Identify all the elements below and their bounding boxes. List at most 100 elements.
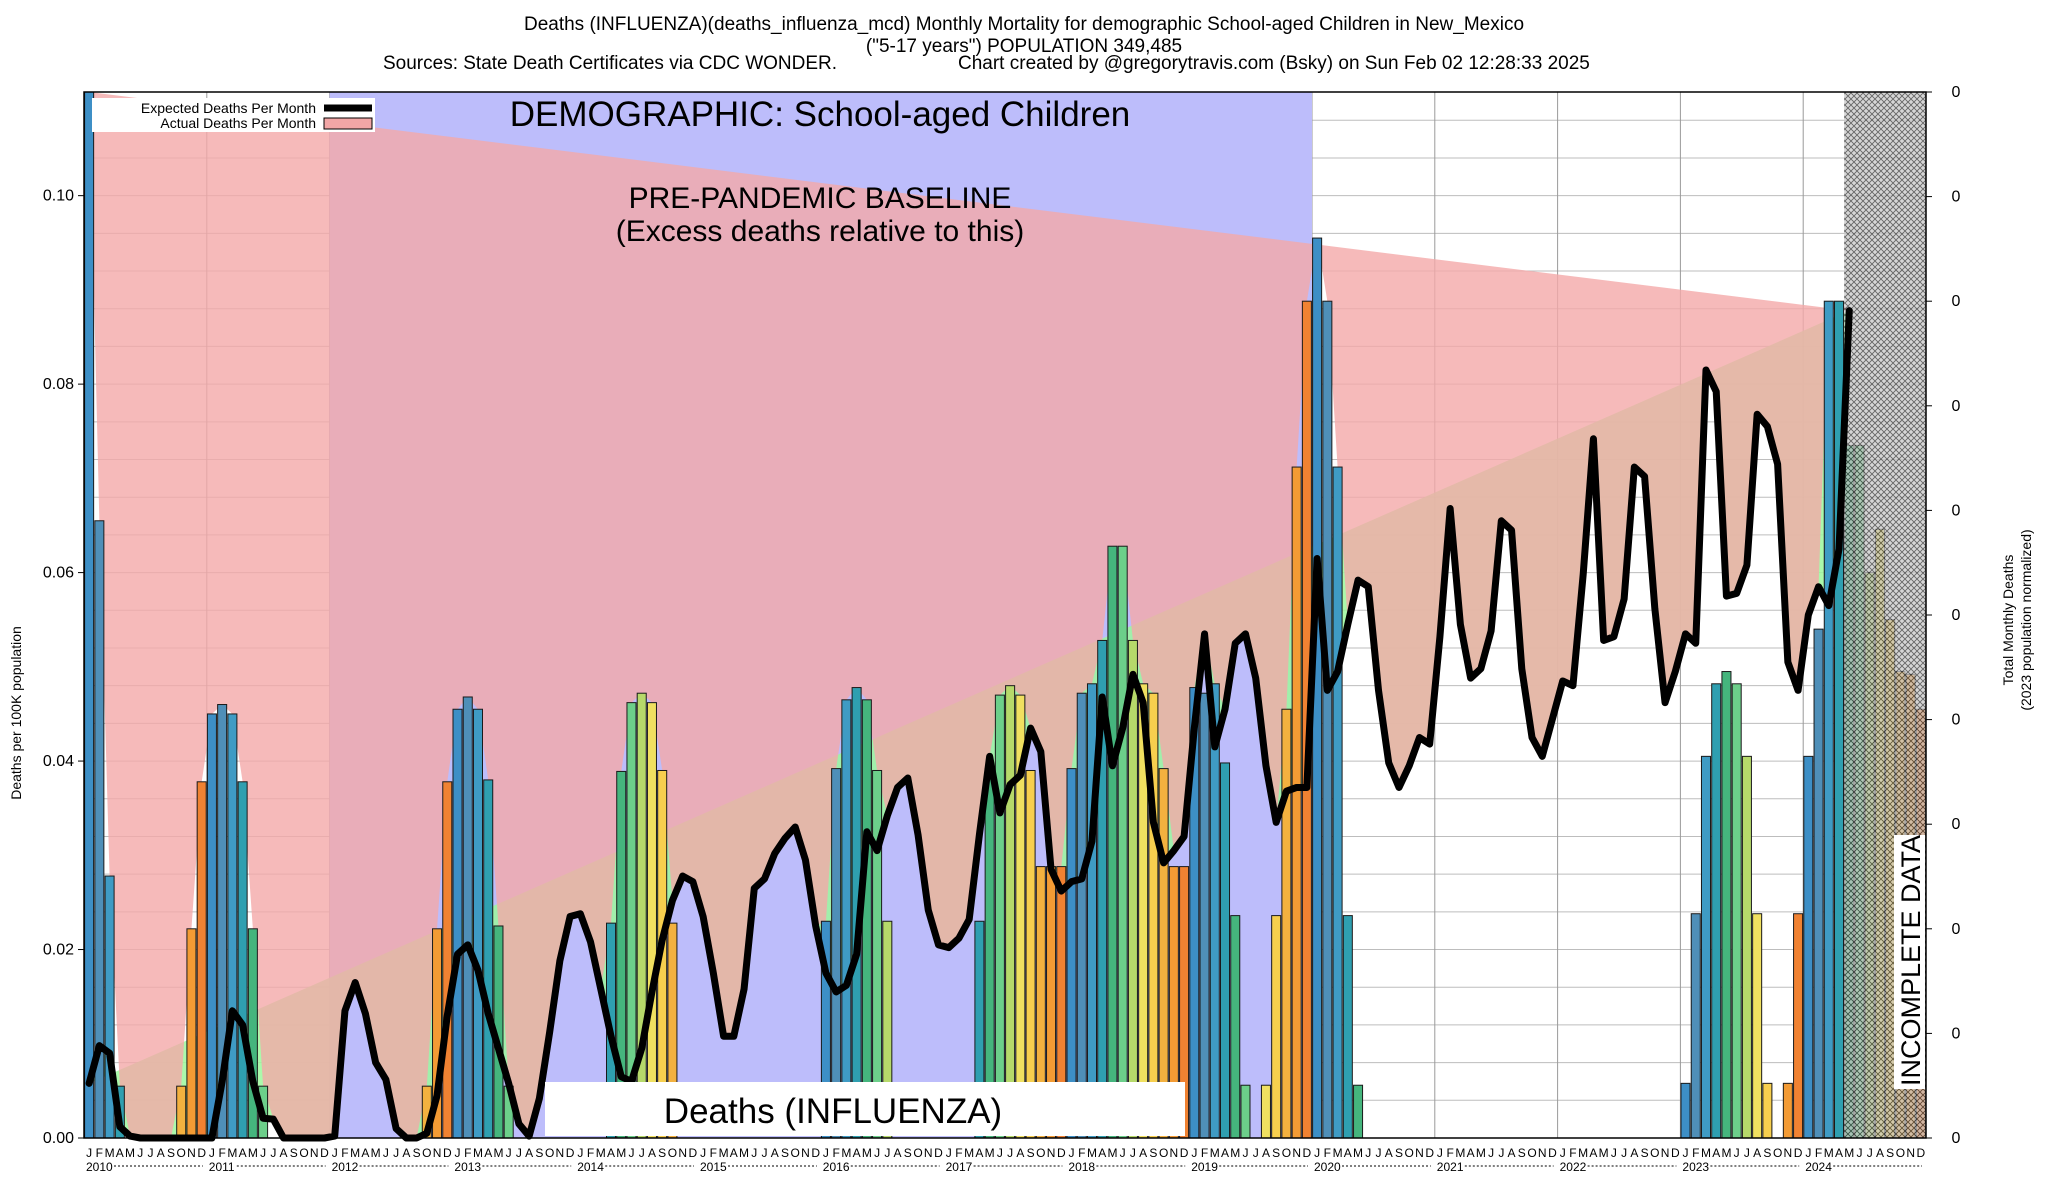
- right-tick-label: 0: [1952, 607, 1961, 624]
- month-tick-label: F: [464, 1146, 471, 1160]
- month-tick-label: S: [1641, 1146, 1649, 1160]
- month-tick-label: J: [762, 1146, 768, 1160]
- month-tick-label: J: [1314, 1146, 1320, 1160]
- month-tick-label: O: [791, 1146, 800, 1160]
- y-axis-label-right-1: Total Monthly Deaths: [2000, 555, 2016, 686]
- month-tick-label: A: [648, 1146, 656, 1160]
- month-tick-label: D: [197, 1146, 206, 1160]
- chart-credit: Chart created by @gregorytravis.com (Bsk…: [958, 53, 1590, 74]
- month-tick-label: D: [689, 1146, 698, 1160]
- actual-bar: [462, 696, 473, 1139]
- month-tick-label: J: [260, 1146, 266, 1160]
- month-tick-label: A: [975, 1146, 983, 1160]
- right-tick-label: 0: [1952, 502, 1961, 519]
- actual-bar: [196, 781, 207, 1139]
- right-tick-label: 0: [1952, 1130, 1961, 1147]
- month-tick-label: N: [1784, 1146, 1793, 1160]
- month-tick-label: M: [1107, 1146, 1117, 1160]
- actual-bar: [247, 928, 258, 1139]
- month-tick-label: N: [924, 1146, 933, 1160]
- month-tick-label: A: [484, 1146, 492, 1160]
- month-tick-label: M: [841, 1146, 851, 1160]
- month-tick-label: J: [1437, 1146, 1443, 1160]
- month-tick-label: O: [1650, 1146, 1659, 1160]
- month-tick-label: J: [332, 1146, 338, 1160]
- actual-bar: [1076, 692, 1087, 1139]
- month-tick-label: M: [1455, 1146, 1465, 1160]
- month-tick-label: J: [1365, 1146, 1371, 1160]
- month-tick-label: J: [1191, 1146, 1197, 1160]
- year-tick-label: 2022: [1560, 1160, 1587, 1174]
- month-tick-label: N: [1415, 1146, 1424, 1160]
- y-axis-label-left: Deaths per 100K population: [8, 626, 24, 800]
- actual-bar: [1721, 671, 1732, 1139]
- month-tick-label: J: [946, 1146, 952, 1160]
- month-tick-label: J: [1805, 1146, 1811, 1160]
- actual-bar: [1782, 1082, 1793, 1139]
- actual-bar: [1230, 915, 1241, 1139]
- month-tick-label: J: [516, 1146, 522, 1160]
- month-tick-label: O: [1896, 1146, 1905, 1160]
- month-tick-label: J: [1734, 1146, 1740, 1160]
- actual-bar: [227, 713, 238, 1139]
- month-tick-label: M: [1844, 1146, 1854, 1160]
- right-tick-label: 0: [1952, 398, 1961, 415]
- month-tick-label: O: [1159, 1146, 1168, 1160]
- month-tick-label: M: [985, 1146, 995, 1160]
- month-tick-label: J: [1611, 1146, 1617, 1160]
- actual-bar: [1731, 683, 1742, 1139]
- actual-bar: [1700, 755, 1712, 1139]
- month-tick-label: J: [1867, 1146, 1873, 1160]
- month-tick-label: S: [904, 1146, 912, 1160]
- month-tick-label: J: [1242, 1146, 1248, 1160]
- month-tick-label: F: [587, 1146, 594, 1160]
- actual-bar: [1762, 1082, 1773, 1139]
- year-tick-label: 2015: [700, 1160, 727, 1174]
- month-tick-label: J: [1120, 1146, 1126, 1160]
- actual-bar: [1005, 685, 1016, 1139]
- month-tick-label: J: [383, 1146, 389, 1160]
- year-tick-label: 2010: [86, 1160, 113, 1174]
- year-tick-label: 2024: [1805, 1160, 1832, 1174]
- actual-bar: [1752, 913, 1763, 1139]
- month-tick-label: F: [96, 1146, 103, 1160]
- month-tick-label: O: [1773, 1146, 1782, 1160]
- incomplete-label: INCOMPLETE DATA: [1896, 835, 1926, 1086]
- month-tick-label: O: [299, 1146, 308, 1160]
- month-tick-label: S: [413, 1146, 421, 1160]
- month-tick-label: N: [1538, 1146, 1547, 1160]
- actual-bar: [1342, 915, 1353, 1139]
- month-tick-label: M: [371, 1146, 381, 1160]
- month-tick-label: S: [167, 1146, 175, 1160]
- month-tick-label: M: [862, 1146, 872, 1160]
- actual-bar: [442, 781, 453, 1139]
- annotations: DEMOGRAPHIC: School-aged Children PRE-PA…: [510, 95, 1926, 1136]
- month-tick-label: J: [1856, 1146, 1862, 1160]
- actual-bar: [1711, 683, 1722, 1139]
- month-tick-label: F: [1569, 1146, 1576, 1160]
- month-tick-label: O: [1036, 1146, 1045, 1160]
- month-tick-label: A: [1385, 1146, 1393, 1160]
- month-tick-label: M: [739, 1146, 749, 1160]
- month-tick-label: J: [1744, 1146, 1750, 1160]
- month-tick-label: N: [1047, 1146, 1056, 1160]
- month-tick-label: N: [801, 1146, 810, 1160]
- month-tick-label: M: [964, 1146, 974, 1160]
- actual-bar: [1793, 913, 1804, 1139]
- month-tick-label: F: [1815, 1146, 1822, 1160]
- month-tick-label: F: [955, 1146, 962, 1160]
- month-tick-label: J: [137, 1146, 143, 1160]
- actual-bar: [1680, 1082, 1691, 1139]
- month-tick-label: M: [596, 1146, 606, 1160]
- actual-bar: [1823, 300, 1834, 1139]
- month-tick-label: J: [884, 1146, 890, 1160]
- month-tick-label: D: [1303, 1146, 1312, 1160]
- legend: Expected Deaths Per Month Actual Deaths …: [92, 98, 375, 132]
- month-tick-label: A: [1098, 1146, 1106, 1160]
- month-tick-label: M: [1087, 1146, 1097, 1160]
- month-tick-label: A: [280, 1146, 288, 1160]
- y-tick-label: 0.06: [43, 565, 74, 582]
- actual-bar: [237, 781, 248, 1139]
- right-tick-label: 0: [1952, 712, 1961, 729]
